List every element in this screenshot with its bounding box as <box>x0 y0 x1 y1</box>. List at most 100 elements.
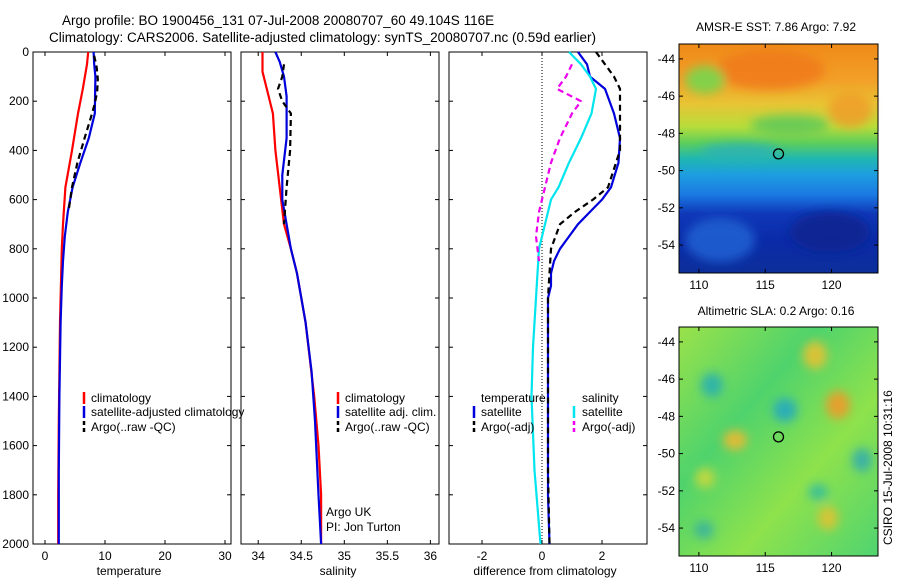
series-line <box>57 51 90 544</box>
sla-low-patch <box>808 484 828 500</box>
sst-green-patch <box>685 66 725 94</box>
series-line <box>546 51 622 545</box>
x-tick-label: 0 <box>42 549 49 563</box>
difference-legend: temperature satellite Argo(-adj) salinit… <box>472 391 635 434</box>
sst-blue-patch <box>685 218 755 262</box>
x-tick-label: 120 <box>822 561 842 575</box>
legend-temperature-heading: temperature <box>481 391 546 405</box>
y-tick-label: 1400 <box>2 389 29 403</box>
x-tick-label: 110 <box>689 561 708 575</box>
x-tick-label: 0 <box>539 549 546 563</box>
series-line <box>276 64 292 225</box>
argo-position-marker <box>772 148 785 160</box>
y-tick-label: -50 <box>658 447 676 461</box>
difference-series <box>530 51 622 545</box>
sla-low-patch <box>701 373 723 397</box>
figure-title-line1: Argo profile: BO 1900456_131 07-Jul-2008… <box>62 13 494 28</box>
y-tick-label: 2000 <box>2 537 29 551</box>
x-tick-label: 110 <box>689 278 708 292</box>
x-tick-label: 30 <box>218 549 232 563</box>
x-tick-label: 35.5 <box>376 549 400 563</box>
y-tick-label: -44 <box>658 52 676 66</box>
sst-green-patch <box>750 115 830 135</box>
sst-warm-patch <box>715 50 825 90</box>
sla-high-patch <box>695 468 715 488</box>
salinity-series <box>261 51 323 545</box>
legend-sal-argo-label: Argo(-adj) <box>582 420 635 434</box>
y-tick-label: -46 <box>658 372 676 386</box>
x-tick-label: 115 <box>756 561 775 575</box>
y-tick-label: -48 <box>658 126 676 140</box>
temperature-series <box>57 51 99 544</box>
difference-panel: -2 0 2 difference from climatology tempera… <box>448 51 648 578</box>
sst-teal-patch <box>700 143 780 161</box>
series-line <box>274 51 323 545</box>
series-line <box>57 51 97 544</box>
x-tick-label: 2 <box>599 549 606 563</box>
sla-low-patch <box>773 398 797 422</box>
x-tick-label: 20 <box>158 549 172 563</box>
legend-argo-label: Argo(..raw -QC) <box>345 420 430 434</box>
sla-axes-box <box>678 326 879 557</box>
sst-map-title: AMSR-E SST: 7.86 Argo: 7.92 <box>696 20 856 34</box>
legend-sal-satellite-label: satellite <box>582 405 623 419</box>
y-tick-label: 200 <box>9 94 29 108</box>
sla-map-title: Altimetric SLA: 0.2 Argo: 0.16 <box>698 304 855 318</box>
y-tick-label: -52 <box>658 201 676 215</box>
sla-high-patch <box>826 391 850 419</box>
x-tick-label: 35 <box>338 549 352 563</box>
y-tick-label: 1800 <box>2 488 29 502</box>
temperature-xlabel: temperature <box>97 564 162 578</box>
temperature-panel: 0 10 20 30 0 200 400 600 800 1000 1200 1400 1600 1800… <box>2 45 244 578</box>
legend-climatology-label: climatology <box>345 391 405 405</box>
x-tick-label: 34.5 <box>290 549 314 563</box>
series-line <box>261 52 323 544</box>
salinity-xlabel: salinity <box>320 564 357 578</box>
x-tick-label: 120 <box>822 278 842 292</box>
legend-satellite-label: satellite adj. clim. <box>345 405 436 419</box>
legend-argo-label: Argo(..raw -QC) <box>91 420 176 434</box>
y-tick-label: 600 <box>9 193 29 207</box>
x-tick-label: 36 <box>424 549 438 563</box>
y-tick-label: -54 <box>658 238 676 252</box>
y-tick-label: 1000 <box>2 291 29 305</box>
x-tick-label: 115 <box>756 278 775 292</box>
x-tick-label: -2 <box>477 549 488 563</box>
sla-high-patch <box>803 341 827 369</box>
y-tick-label: -50 <box>658 164 676 178</box>
legend-temp-satellite-label: satellite <box>481 405 522 419</box>
temperature-axes-box <box>32 51 232 545</box>
y-tick-label: 400 <box>9 143 29 157</box>
salinity-panel: 34 34.5 35 35.5 36 salinity climatology sate… <box>240 51 440 578</box>
salinity-legend: climatology satellite adj. clim. Argo(..… <box>336 391 436 434</box>
sla-map-panel: Altimetric SLA: 0.2 Argo: 0.16 110 115 120… <box>658 304 879 575</box>
csiro-timestamp: CSIRO 15-Jul-2008 10:31:16 <box>881 390 895 545</box>
salinity-ticks: 34 34.5 35 35.5 36 <box>241 51 439 563</box>
y-tick-label: 0 <box>22 45 29 59</box>
y-tick-label: -54 <box>658 521 676 535</box>
legend-salinity-heading: salinity <box>582 391 619 405</box>
sst-map-panel: AMSR-E SST: 7.86 Argo: 7.92 110 115 120 -44… <box>658 20 879 292</box>
series-line <box>530 51 598 545</box>
figure-title-line2: Climatology: CARS2006. Satellite-adjuste… <box>49 30 596 45</box>
legend-satellite-label: satellite-adjusted climatology <box>91 405 244 419</box>
sla-high-patch <box>818 506 838 530</box>
pi-annotation: PI: Jon Turton <box>326 520 401 534</box>
series-line <box>534 63 583 262</box>
legend-climatology-label: climatology <box>91 391 151 405</box>
y-tick-label: -52 <box>658 484 676 498</box>
series-line <box>546 51 622 545</box>
temperature-legend: climatology satellite-adjusted climatolo… <box>82 391 244 434</box>
y-tick-label: 1600 <box>2 439 29 453</box>
sla-low-patch <box>852 448 872 472</box>
series-line <box>67 55 99 213</box>
temperature-ticks: 0 10 20 30 0 200 400 600 800 1000 1200 1400 1600 1800… <box>2 45 232 563</box>
y-tick-label: -48 <box>658 409 676 423</box>
sst-ticks: 110 115 120 -44 -46 -48 -50 -52 -54 <box>658 44 878 292</box>
y-tick-label: -46 <box>658 89 676 103</box>
difference-xlabel: difference from climatology <box>473 564 616 578</box>
sla-low-patch <box>694 521 714 539</box>
x-tick-label: 34 <box>252 549 266 563</box>
sst-warm-patch <box>828 92 872 128</box>
